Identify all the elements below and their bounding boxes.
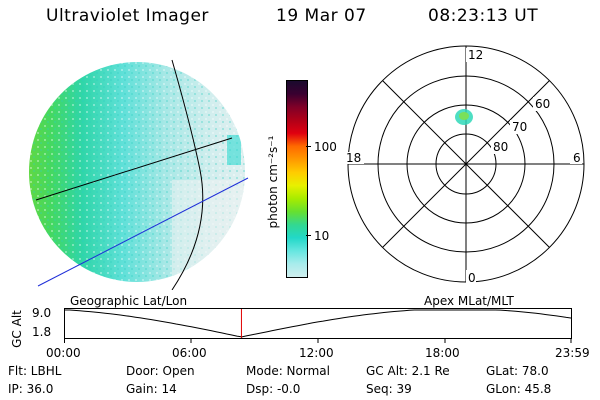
timeline-tick-1800: 18:00 bbox=[425, 346, 460, 360]
altitude-curve bbox=[64, 309, 572, 338]
polar-label-0: 0 bbox=[468, 271, 476, 285]
timeline-tick-0600: 06:00 bbox=[172, 346, 207, 360]
timeline-y-top: 9.0 bbox=[32, 306, 52, 320]
timeline-tick-0000: 00:00 bbox=[46, 346, 81, 360]
colorbar-tick-100: 100 bbox=[314, 140, 337, 154]
timeline-plot bbox=[64, 308, 572, 343]
info-seq: Seq: 39 bbox=[366, 382, 412, 396]
timeline-axis-label: GC Alt bbox=[9, 310, 24, 348]
info-dsp: Dsp: -0.0 bbox=[246, 382, 301, 396]
lat-label-70: 70 bbox=[512, 120, 527, 134]
terminator-line bbox=[171, 59, 204, 290]
lat-label-60: 60 bbox=[535, 97, 550, 111]
colorbar-tick-mark bbox=[306, 235, 311, 236]
timeline-left-label: Geographic Lat/Lon bbox=[70, 294, 188, 308]
info-flt: Flt: LBHL bbox=[8, 364, 62, 378]
timeline-y-bottom: 1.8 bbox=[32, 325, 52, 339]
instrument-title: Ultraviolet Imager bbox=[46, 6, 209, 26]
time-label: 08:23:13 UT bbox=[428, 6, 539, 26]
colorbar-unit-label: photon cm⁻²s⁻¹ bbox=[266, 135, 280, 229]
colorbar-tick-10: 10 bbox=[314, 229, 330, 243]
polar-label-6: 6 bbox=[573, 151, 581, 165]
polar-label-18: 18 bbox=[346, 151, 361, 165]
timeline-tick-1200: 12:00 bbox=[299, 346, 334, 360]
earth-image bbox=[29, 59, 249, 290]
lat-label-80: 80 bbox=[493, 140, 508, 154]
aurora-core bbox=[459, 112, 469, 120]
timeline-right-label: Apex MLat/MLT bbox=[424, 294, 514, 308]
polar-label-12: 12 bbox=[468, 48, 483, 62]
timeline-tick-2359: 23:59 bbox=[555, 346, 590, 360]
geographic-line bbox=[35, 137, 233, 201]
earth-disc bbox=[29, 62, 245, 282]
info-gain: Gain: 14 bbox=[126, 382, 177, 396]
apex-line bbox=[37, 177, 249, 287]
polar-plot: 12 0 18 6 60 70 80 bbox=[344, 45, 585, 285]
info-ip: IP: 36.0 bbox=[8, 382, 54, 396]
info-glon: GLon: 45.8 bbox=[486, 382, 552, 396]
info-door: Door: Open bbox=[126, 364, 195, 378]
colorbar bbox=[286, 80, 308, 278]
date-label: 19 Mar 07 bbox=[276, 6, 367, 26]
info-glat: GLat: 78.0 bbox=[486, 364, 549, 378]
info-gcalt: GC Alt: 2.1 Re bbox=[366, 364, 450, 378]
colorbar-tick-mark bbox=[306, 146, 311, 147]
info-mode: Mode: Normal bbox=[246, 364, 330, 378]
